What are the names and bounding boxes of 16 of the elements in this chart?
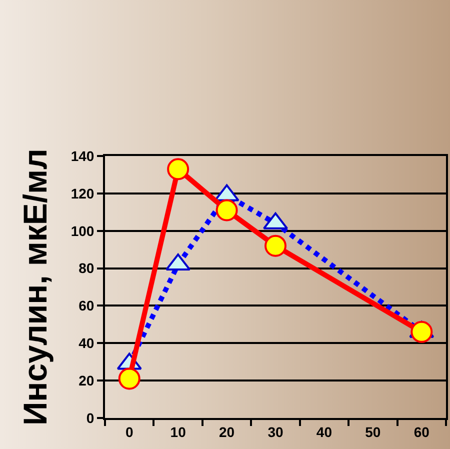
x-tick-label: 60 bbox=[414, 424, 430, 440]
y-tick-label: 120 bbox=[70, 185, 94, 202]
y-tick-label: 60 bbox=[78, 298, 94, 314]
y-tick-label: 100 bbox=[70, 222, 94, 239]
y-tick-label: 0 bbox=[86, 410, 94, 426]
x-tick-label: 20 bbox=[219, 424, 235, 440]
y-axis-title: Инсулин, мкЕ/мл bbox=[16, 148, 54, 426]
x-tick-label: 10 bbox=[170, 424, 186, 440]
x-tick-label: 40 bbox=[316, 424, 332, 440]
x-tick-label: 30 bbox=[268, 424, 284, 440]
y-tick-label: 80 bbox=[78, 260, 94, 276]
x-tick-label: 0 bbox=[125, 424, 134, 440]
y-tick-label: 40 bbox=[78, 335, 94, 352]
y-tick-label: 140 bbox=[70, 148, 94, 164]
x-tick-label: 50 bbox=[365, 424, 381, 440]
y-tick-label: 20 bbox=[78, 372, 94, 388]
